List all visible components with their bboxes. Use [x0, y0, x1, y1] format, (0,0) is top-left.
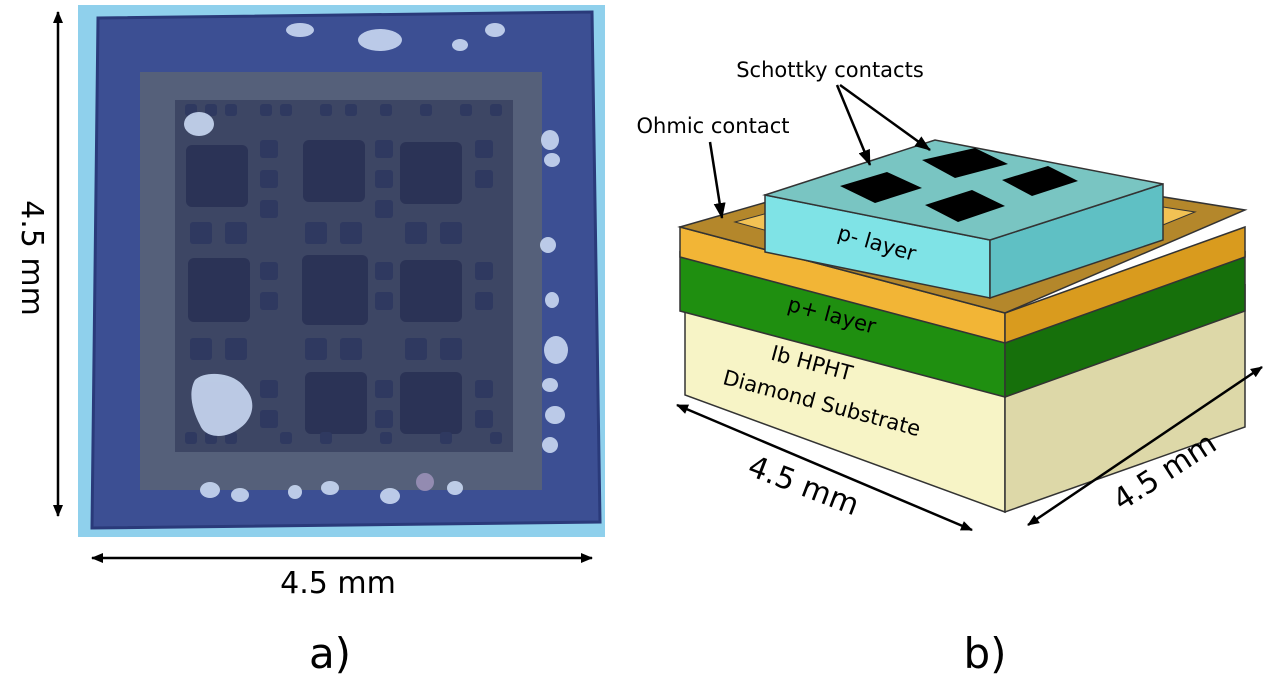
front-dimension-label: 4.5 mm: [743, 449, 864, 523]
ohmic-contact-label: Ohmic contact: [637, 114, 790, 138]
front-dimension-arrow: [676, 403, 973, 532]
ohmic-arrow: [708, 141, 726, 219]
schottky-contacts: [840, 148, 1078, 222]
height-dimension-label: 4.5 mm: [14, 200, 49, 316]
schottky-arrow-left: [835, 84, 872, 166]
schottky-arrow-right: [839, 83, 931, 152]
panel-b: Schottky contacts Ohmic contact p- layer…: [637, 58, 1263, 675]
width-dimension-label: 4.5 mm: [280, 566, 396, 601]
sample-photo: [78, 5, 605, 537]
schottky-contacts-label: Schottky contacts: [736, 58, 924, 82]
panel-b-label: b): [963, 629, 1006, 675]
side-dimension-arrow: [1027, 365, 1263, 527]
panel-a: 4.5 mm 4.5 mm a): [14, 5, 605, 675]
panel-a-label: a): [309, 629, 351, 675]
